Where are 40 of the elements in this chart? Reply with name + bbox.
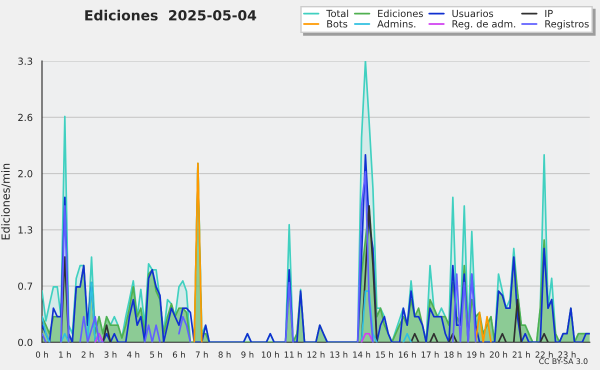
x-tick-label: 20 h [490,351,508,358]
x-tick-label: 23 h [558,351,576,358]
x-tick-label: 10 h [262,351,279,358]
x-tick-label: 12 h [308,351,324,358]
x-tick-label: 19 h [467,351,484,358]
x-tick-label: 6 h [172,351,185,358]
x-tick-label: 13 h [330,351,348,358]
legend-label: Bots [327,20,348,28]
x-tick-label: 15 h [376,351,393,358]
legend-label: Ediciones [378,10,423,18]
x-tick-label: 11 h [284,351,302,358]
x-tick-label: 4 h [127,351,140,358]
y-tick-label: 0.0 [18,338,32,346]
x-tick-label: 16 h [398,351,416,358]
x-tick-label: 9 h [241,351,254,358]
x-tick-label: 3 h [104,351,116,358]
x-tick-label: 2 h [82,351,94,358]
legend-label: Reg. de adm. [452,20,516,30]
y-axis-title: Ediciones/min [1,164,11,240]
legend-label: Usuarios [452,10,494,18]
y-tick-label: 3.3 [18,58,32,65]
legend-label: Admins. [377,20,416,28]
x-tick-label: 17 h [422,351,439,358]
x-tick-label: 7 h [196,351,208,358]
y-tick-label: 0.7 [18,282,32,290]
x-tick-label: 1 h [59,351,71,358]
legend-label: Total [326,10,348,18]
x-tick-label: 8 h [218,351,231,358]
y-tick-label: 2.0 [18,170,32,178]
y-tick-label: 1.3 [18,226,32,234]
x-tick-label: 5 h [150,351,162,358]
x-tick-label: 14 h [353,351,370,358]
x-tick-label: 0 h [36,351,48,358]
chart-title: Ediciones 2025-05-04 [85,10,256,21]
x-tick-label: 18 h [444,351,462,358]
legend-label: IP [545,10,553,18]
y-tick-label: 2.6 [18,114,32,122]
x-tick-label: 22 h [535,351,553,358]
x-tick-label: 21 h [512,351,530,358]
legend-label: Registros [545,20,589,30]
